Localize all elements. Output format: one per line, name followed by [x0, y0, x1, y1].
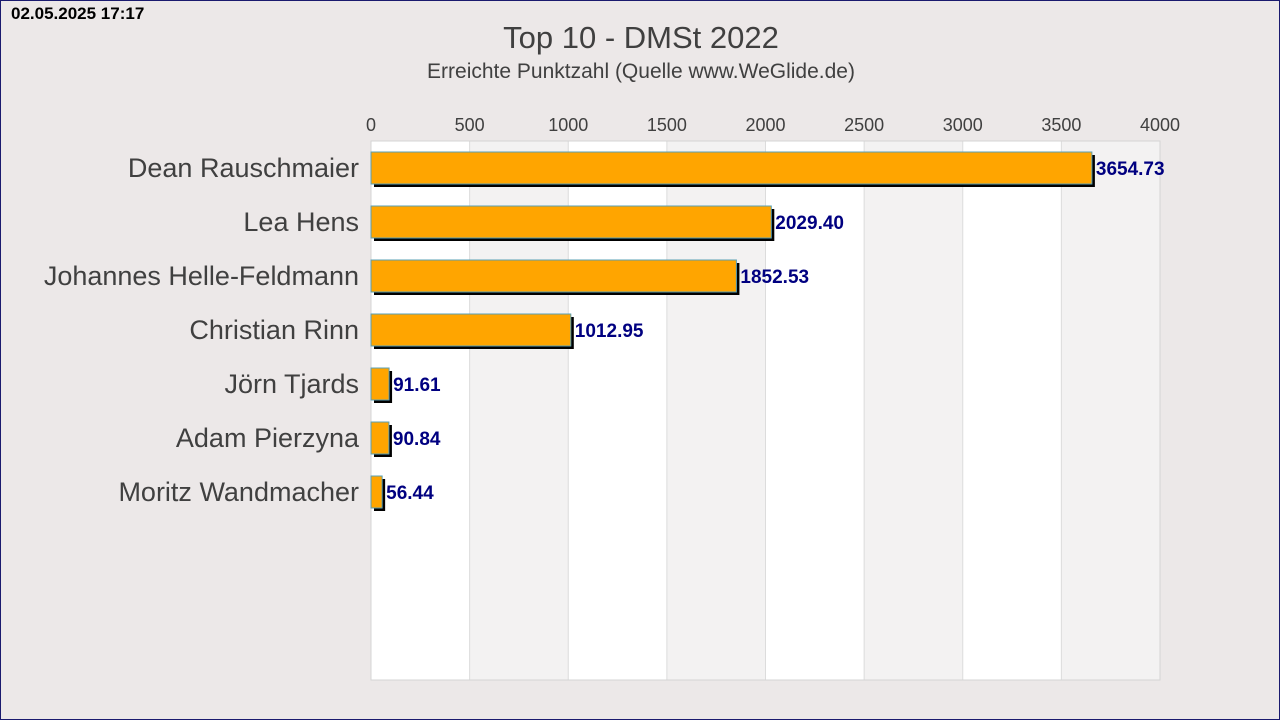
category-label: Adam Pierzyna: [176, 423, 360, 453]
timestamp: 02.05.2025 17:17: [11, 4, 145, 23]
bar: [370, 421, 390, 455]
plot-area: [370, 140, 1161, 681]
x-tick-label: 2500: [844, 115, 884, 135]
category-label: Moritz Wandmacher: [118, 477, 359, 507]
category-label: Lea Hens: [243, 207, 359, 237]
data-label: 3654.73: [1096, 159, 1165, 180]
x-tick-label: 4000: [1140, 115, 1180, 135]
grid-band: [1061, 141, 1160, 680]
x-tick-label: 3500: [1041, 115, 1081, 135]
category-label: Jörn Tjards: [224, 369, 359, 399]
chart-title: Top 10 - DMSt 2022: [503, 20, 779, 55]
x-tick-label: 1500: [647, 115, 687, 135]
bar: [370, 151, 1093, 185]
x-tick-label: 3000: [943, 115, 983, 135]
x-tick-label: 2000: [745, 115, 785, 135]
data-label: 90.84: [393, 429, 441, 450]
data-label: 2029.40: [775, 213, 844, 234]
grid-band: [765, 141, 865, 680]
bar: [370, 367, 390, 401]
data-label: 1852.53: [740, 267, 809, 288]
x-tick-label: 0: [366, 115, 376, 135]
data-label: 56.44: [386, 483, 434, 504]
x-tick-label: 1000: [548, 115, 588, 135]
data-label: 1012.95: [575, 321, 644, 342]
category-label: Christian Rinn: [189, 315, 359, 345]
bar: [370, 475, 383, 509]
data-label: 91.61: [393, 375, 441, 396]
grid-band: [864, 141, 963, 680]
bar: [370, 259, 737, 293]
category-label: Dean Rauschmaier: [128, 153, 359, 183]
grid-band: [962, 141, 1062, 680]
category-label: Johannes Helle-Feldmann: [44, 261, 359, 291]
chart-subtitle: Erreichte Punktzahl (Quelle www.WeGlide.…: [427, 60, 855, 83]
bar: [370, 205, 772, 239]
x-tick-label: 500: [455, 115, 485, 135]
bar: [370, 313, 572, 347]
